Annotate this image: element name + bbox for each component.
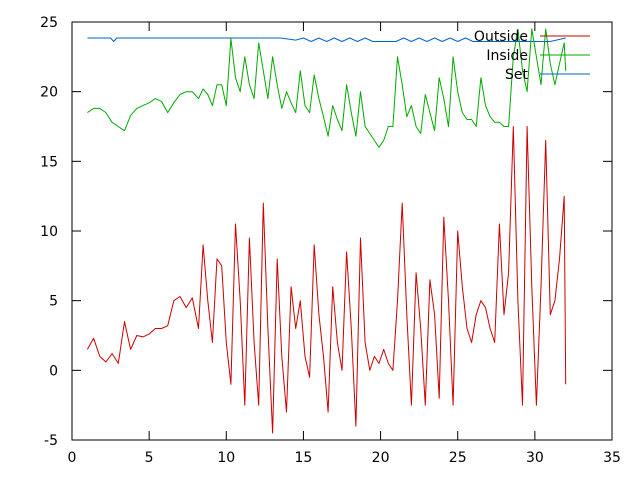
chart-legend: Outside Inside Set [474, 29, 590, 83]
legend-label-outside: Outside [474, 29, 528, 45]
x-tick-label: 35 [603, 450, 621, 466]
x-tick-label: 5 [145, 450, 154, 466]
plot-border [71, 21, 613, 441]
chart-series [86, 28, 567, 434]
y-tick-label: 5 [49, 294, 58, 310]
y-tick-label: 15 [40, 154, 58, 170]
y-tick-label: 0 [49, 363, 58, 379]
series-line-set [87, 37, 566, 42]
y-tick-label: -5 [44, 433, 58, 449]
legend-label-inside: Inside [486, 48, 528, 64]
legend-label-set: Set [505, 67, 529, 83]
y-tick-label: 20 [40, 85, 58, 101]
x-tick-label: 0 [68, 450, 77, 466]
y-tick-label: 10 [40, 224, 58, 240]
x-tick-label: 15 [295, 450, 313, 466]
chart-ticks: 0 5 10 15 20 25 30 35 -5 0 5 10 15 20 25 [40, 15, 621, 466]
y-tick-label: 25 [40, 15, 58, 31]
chart-axes [71, 21, 613, 441]
x-tick-label: 25 [449, 450, 467, 466]
series-line-inside [87, 28, 567, 148]
x-tick-label: 30 [526, 450, 544, 466]
series-line-outside [86, 126, 567, 434]
x-tick-label: 10 [217, 450, 235, 466]
x-tick-label: 20 [372, 450, 390, 466]
